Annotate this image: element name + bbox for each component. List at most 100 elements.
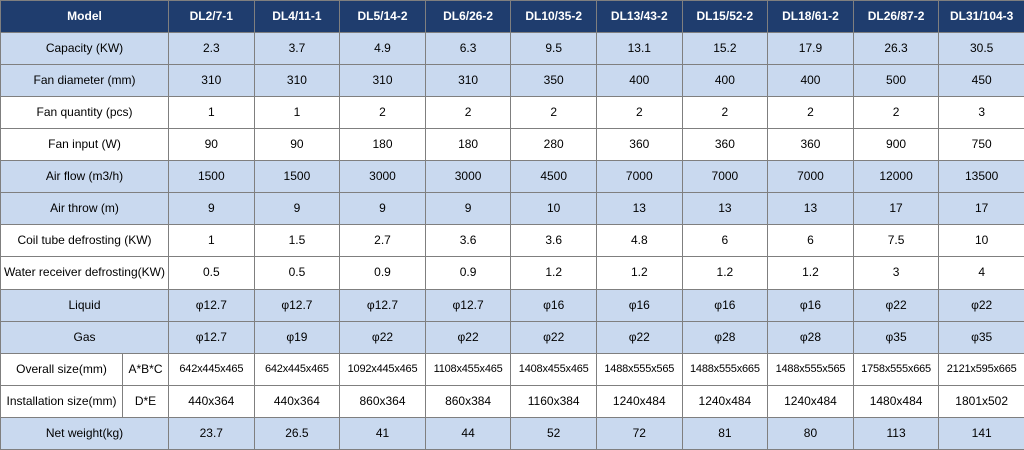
row-label: Coil tube defrosting (KW) (0, 224, 170, 258)
cell-value: 1.2 (681, 256, 769, 290)
cell-value: 1480x484 (852, 384, 940, 418)
cell-value: 310 (339, 64, 426, 98)
cell-value: 6 (767, 224, 854, 258)
spec-row: Overall size(mm) A*B*C 642x445x465 642x445x… (0, 352, 1024, 386)
cell-value: 13 (681, 192, 769, 226)
cell-value: 72 (595, 416, 683, 450)
cell-value: 360 (681, 128, 769, 162)
cell-value: φ12.7 (168, 288, 255, 322)
cell-value: 2 (595, 96, 683, 130)
cell-value: 13.1 (595, 31, 683, 66)
cell-value: 9 (339, 192, 426, 226)
cell-value: 0.5 (168, 256, 255, 290)
row-label: Installation size(mm) (0, 384, 123, 418)
cell-value: φ16 (767, 288, 854, 322)
cell-value: 26.3 (852, 31, 940, 66)
spec-row: Net weight(kg) 23.7 26.5 41 44 52 72 81 80 113 141 (0, 416, 1024, 450)
cell-value: 6 (681, 224, 769, 258)
model-name: DL18/61-2 (767, 0, 854, 33)
cell-value: 750 (938, 128, 1024, 162)
cell-value: 90 (253, 128, 341, 162)
cell-value: 3 (938, 96, 1024, 130)
spec-row: Coil tube defrosting (KW) 1 1.5 2.7 3.6 3.6 4.… (0, 224, 1024, 258)
cell-value: 141 (938, 416, 1024, 450)
spec-row: Fan quantity (pcs) 1 1 2 2 2 2 2 2 2 3 (0, 96, 1024, 130)
cell-value: 1488x555x565 (767, 352, 854, 386)
cell-value: 2 (510, 96, 597, 130)
cell-value: 6.3 (424, 31, 512, 66)
cell-value: 13500 (938, 160, 1024, 194)
model-name: DL4/11-1 (253, 0, 341, 33)
cell-value: 17 (938, 192, 1024, 226)
cell-value: 17.9 (767, 31, 854, 66)
cell-value: 400 (681, 64, 769, 98)
cell-value: 2121x595x665 (938, 352, 1024, 386)
spec-row: Fan input (W) 90 90 180 180 280 360 360 360 900 75… (0, 128, 1024, 162)
model-name: DL10/35-2 (510, 0, 597, 33)
cell-value: 9.5 (510, 31, 597, 66)
header-label: Model (0, 0, 170, 33)
cell-value: 9 (168, 192, 255, 226)
row-label: Air throw (m) (0, 192, 170, 226)
row-label: Fan quantity (pcs) (0, 96, 170, 130)
cell-value: 0.9 (339, 256, 426, 290)
cell-value: 4.8 (595, 224, 683, 258)
cell-value: φ28 (681, 320, 769, 354)
cell-value: 113 (852, 416, 940, 450)
model-name: DL5/14-2 (339, 0, 426, 33)
cell-value: φ22 (938, 288, 1024, 322)
cell-value: 2.7 (339, 224, 426, 258)
cell-value: 23.7 (168, 416, 255, 450)
cell-value: 4 (938, 256, 1024, 290)
cell-value: 1 (168, 96, 255, 130)
cell-value: 2 (767, 96, 854, 130)
cell-value: 1240x484 (595, 384, 683, 418)
cell-value: φ12.7 (339, 288, 426, 322)
spec-row: Gas φ12.7 φ19 φ22 φ22 φ22 φ22 φ28 φ28 φ35 φ35 (0, 320, 1024, 354)
row-label: Net weight(kg) (0, 416, 170, 450)
cell-value: φ22 (424, 320, 512, 354)
cell-value: 15.2 (681, 31, 769, 66)
cell-value: 1.2 (767, 256, 854, 290)
cell-value: 26.5 (253, 416, 341, 450)
spec-row: Water receiver defrosting(KW) 0.5 0.5 0.9 0.… (0, 256, 1024, 290)
spec-row: Fan diameter (mm) 310 310 310 310 350 400 400 40… (0, 64, 1024, 98)
cell-value: 1 (253, 96, 341, 130)
cell-value: 1488x555x565 (595, 352, 683, 386)
spec-row: Air flow (m3/h) 1500 1500 3000 3000 4500 7000 7… (0, 160, 1024, 194)
row-label: Capacity (KW) (0, 31, 170, 66)
cell-value: 1500 (168, 160, 255, 194)
cell-value: 2 (339, 96, 426, 130)
cell-value: φ22 (852, 288, 940, 322)
row-label: Air flow (m3/h) (0, 160, 170, 194)
cell-value: 3.7 (253, 31, 341, 66)
cell-value: 13 (595, 192, 683, 226)
model-name: DL13/43-2 (595, 0, 683, 33)
cell-value: 180 (424, 128, 512, 162)
model-name: DL15/52-2 (681, 0, 769, 33)
cell-value: 180 (339, 128, 426, 162)
cell-value: 17 (852, 192, 940, 226)
cell-value: 7000 (595, 160, 683, 194)
cell-value: 1160x384 (510, 384, 597, 418)
cell-value: 9 (253, 192, 341, 226)
cell-value: 3.6 (424, 224, 512, 258)
cell-value: φ12.7 (168, 320, 255, 354)
cell-value: 1408x455x465 (510, 352, 597, 386)
cell-value: 4500 (510, 160, 597, 194)
cell-value: 360 (595, 128, 683, 162)
spec-row: Air throw (m) 9 9 9 9 10 13 13 13 17 17 (0, 192, 1024, 226)
cell-value: 1240x484 (767, 384, 854, 418)
cell-value: 1240x484 (681, 384, 769, 418)
cell-value: 13 (767, 192, 854, 226)
cell-value: 310 (168, 64, 255, 98)
cell-value: 1 (168, 224, 255, 258)
cell-value: 2 (852, 96, 940, 130)
cell-value: 9 (424, 192, 512, 226)
cell-value: 2.3 (168, 31, 255, 66)
cell-value: 1801x502 (938, 384, 1024, 418)
cell-value: 900 (852, 128, 940, 162)
model-name: DL6/26-2 (424, 0, 512, 33)
cell-value: 860x364 (339, 384, 426, 418)
